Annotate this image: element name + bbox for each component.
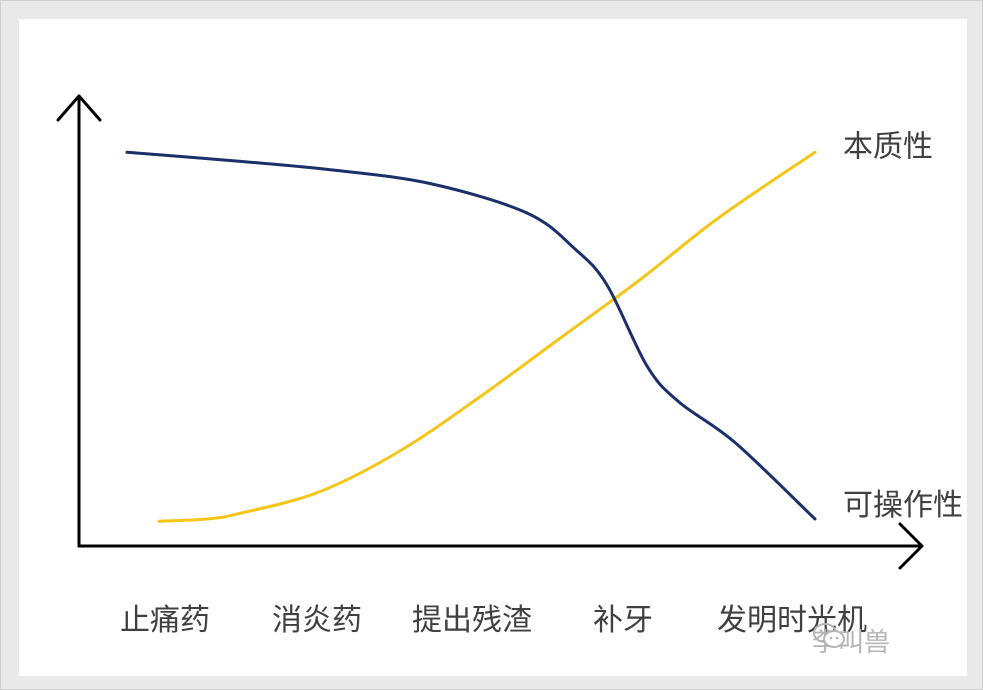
x-tick-label: 发明时光机 (717, 603, 867, 638)
axes (56, 94, 924, 570)
series-line-1 (157, 150, 817, 523)
chart-panel (19, 19, 967, 676)
y-axis-arrow (56, 94, 102, 122)
x-tick-label: 提出残渣 (412, 603, 532, 638)
x-axis-arrow (898, 522, 924, 570)
series-line-2 (125, 150, 817, 521)
x-tick-label: 补牙 (593, 603, 653, 638)
series-label-2: 可操作性 (843, 488, 963, 523)
watermark: 李叫兽 (812, 622, 890, 659)
wechat-icon (813, 623, 845, 648)
series-label-1: 本质性 (843, 129, 933, 164)
series-layer (125, 150, 817, 523)
x-tick-label: 消炎药 (272, 603, 362, 638)
x-tick-label: 止痛药 (120, 603, 210, 638)
